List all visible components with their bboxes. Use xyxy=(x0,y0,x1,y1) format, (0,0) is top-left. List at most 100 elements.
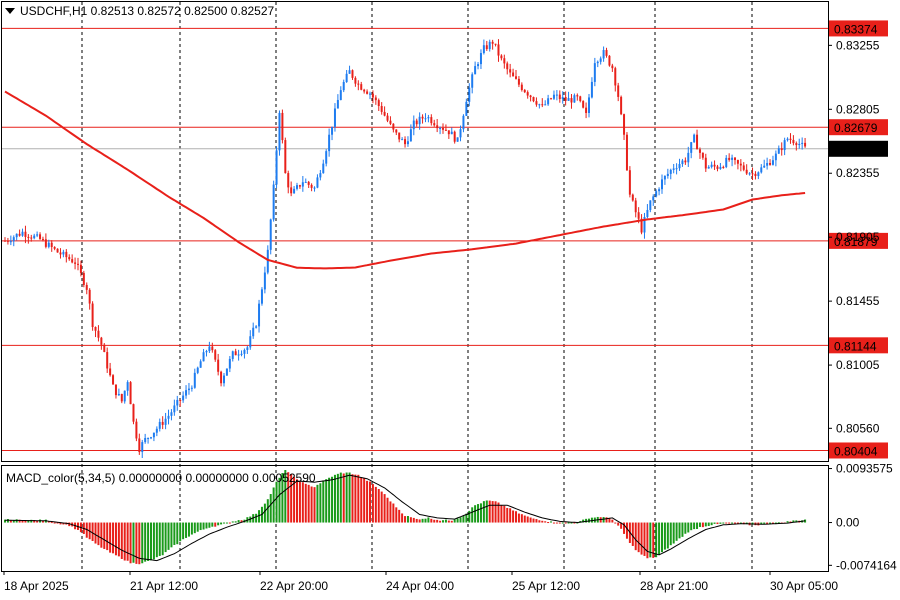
candle-body xyxy=(462,115,465,130)
candle-body xyxy=(325,151,328,164)
candle-body xyxy=(479,53,482,65)
candle-body xyxy=(103,344,106,353)
candle-body xyxy=(193,372,196,388)
candle-body xyxy=(386,115,389,121)
candle-body xyxy=(59,252,62,255)
macd-bar xyxy=(15,519,18,523)
macd-bar xyxy=(582,519,585,523)
macd-bar xyxy=(666,522,669,549)
macd-bar xyxy=(561,522,564,524)
macd-bar xyxy=(9,520,12,523)
candle-body xyxy=(77,263,79,265)
macd-bar xyxy=(36,520,39,523)
macd-bar xyxy=(269,494,272,523)
candle-body xyxy=(260,289,263,304)
candle-body xyxy=(4,240,6,242)
macd-bar xyxy=(512,510,515,523)
candle-body xyxy=(471,74,474,88)
macd-bar xyxy=(126,522,129,561)
candle-body xyxy=(643,217,646,233)
candle-body xyxy=(44,239,47,247)
candle-body xyxy=(275,150,278,185)
candle-body xyxy=(199,361,202,368)
macd-bar xyxy=(663,522,666,550)
candle-body xyxy=(339,90,342,100)
candle-body xyxy=(430,117,433,124)
candle-body xyxy=(252,327,255,337)
candle-body xyxy=(91,303,94,328)
candle-body xyxy=(152,432,155,438)
macd-bar xyxy=(135,522,138,564)
time-tick-label: 22 Apr 20:00 xyxy=(260,579,328,593)
candle-body xyxy=(374,97,377,101)
candle-body xyxy=(404,139,407,145)
candle-body xyxy=(418,116,421,125)
candle-body xyxy=(371,93,374,98)
candle-body xyxy=(377,100,380,107)
level-label-box-3 xyxy=(829,337,888,354)
candle-body xyxy=(357,83,360,85)
macd-bar xyxy=(529,517,532,523)
candle-body xyxy=(15,233,18,238)
macd-bar xyxy=(398,509,401,523)
macd-bar xyxy=(371,484,374,523)
candle-body xyxy=(450,131,453,135)
candle-body xyxy=(795,143,798,146)
macd-bar xyxy=(383,494,386,523)
macd-bar xyxy=(503,505,506,523)
macd-bar xyxy=(97,522,100,546)
macd-bar xyxy=(272,487,275,523)
candle-body xyxy=(617,85,620,97)
macd-bar xyxy=(322,480,325,523)
macd-bar xyxy=(331,476,334,523)
candle-body xyxy=(728,157,731,160)
candle-body xyxy=(722,166,725,168)
candle-body xyxy=(117,393,120,396)
macd-bar xyxy=(696,522,699,529)
macd-bar xyxy=(278,477,281,523)
macd-bar xyxy=(789,521,792,523)
macd-bar xyxy=(681,522,684,537)
macd-bar xyxy=(690,522,693,531)
candle-body xyxy=(266,249,269,273)
macd-bar xyxy=(296,479,298,523)
candle-body xyxy=(123,390,126,402)
candle-body xyxy=(150,437,152,439)
macd-bar xyxy=(766,522,769,525)
candle-body xyxy=(88,289,91,304)
symbol-menu-triangle-icon[interactable] xyxy=(5,8,15,14)
macd-bar xyxy=(240,520,243,523)
candle-body xyxy=(36,234,39,236)
macd-bar xyxy=(351,474,354,523)
macd-bar xyxy=(290,474,293,523)
macd-bar xyxy=(129,522,132,564)
macd-bar xyxy=(301,482,304,523)
candle-body xyxy=(649,200,652,210)
candle-body xyxy=(582,101,585,108)
candle-body xyxy=(605,50,608,56)
candle-body xyxy=(409,129,412,142)
candlesticks xyxy=(4,39,807,459)
price-tick-label: 0.81005 xyxy=(836,358,880,372)
macd-bar xyxy=(179,522,182,542)
macd-bar xyxy=(167,522,170,550)
candle-body xyxy=(535,101,538,105)
candle-body xyxy=(757,172,760,177)
candle-body xyxy=(602,50,605,59)
candle-body xyxy=(523,90,526,93)
candle-body xyxy=(62,251,65,255)
macd-bar xyxy=(123,522,126,561)
macd-bar xyxy=(456,518,459,523)
level-label-box-4 xyxy=(829,442,888,459)
macd-bar xyxy=(716,522,719,525)
macd-bar xyxy=(704,522,707,527)
candle-body xyxy=(769,162,772,165)
candle-body xyxy=(313,187,316,189)
candle-body xyxy=(383,111,386,116)
macd-bar xyxy=(366,480,369,523)
price-pane-frame xyxy=(1,1,829,462)
candle-body xyxy=(39,234,42,239)
macd-bar xyxy=(655,522,658,558)
macd-bar xyxy=(24,520,27,523)
candle-body xyxy=(82,272,85,285)
